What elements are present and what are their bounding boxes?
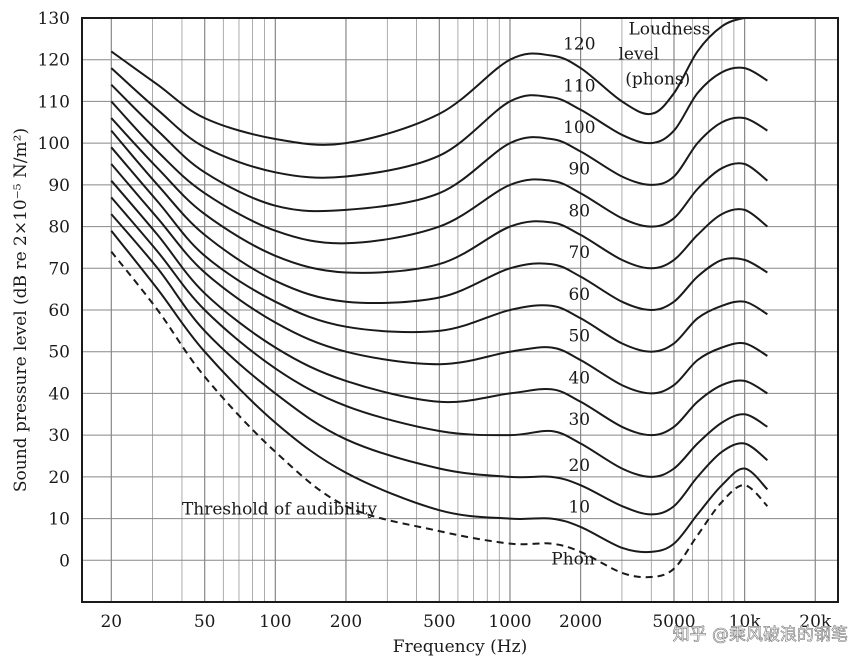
phon-curve-70 <box>110 129 768 312</box>
phon-curve-60 <box>110 146 768 353</box>
phon-curve-110 <box>110 66 768 179</box>
y-tick-label: 10 <box>48 510 70 530</box>
threshold-curve <box>110 250 769 579</box>
y-tick-label: 0 <box>59 551 70 571</box>
y-tick-label: 60 <box>48 301 70 321</box>
y-tick-label: 70 <box>48 259 70 279</box>
x-tick-label: 1000 <box>488 612 531 632</box>
curve-label-80: 80 <box>568 201 590 221</box>
annotation: (phons) <box>625 70 690 90</box>
y-tick-label: 80 <box>48 218 70 238</box>
y-tick-label: 50 <box>48 343 70 363</box>
phon-curve-10 <box>110 230 769 554</box>
annotations: Loudness level (phons) Threshold of audibil… <box>182 20 710 570</box>
y-tick-label: 90 <box>48 176 70 196</box>
phon-curve-20 <box>110 213 769 516</box>
phon-curve-40 <box>110 180 768 437</box>
annotation: Threshold of audibility <box>182 499 377 519</box>
phon-curve-90 <box>110 100 769 245</box>
curve-label-10: 10 <box>568 498 590 518</box>
curve-label-40: 40 <box>568 368 590 388</box>
y-tick-label: 120 <box>38 51 70 71</box>
x-tick-label: 50 <box>194 612 216 632</box>
y-tick-label: 130 <box>38 9 70 29</box>
curve-label-30: 30 <box>568 410 590 430</box>
phon-curve-30 <box>110 196 768 478</box>
x-tick-labels: 20 50 100 200 500 1000 2000 5000 10k 20k <box>100 612 831 632</box>
annotation: level <box>618 45 659 65</box>
phon-curve-100 <box>110 83 768 213</box>
phon-curve-80 <box>110 117 769 274</box>
phon-curve-120 <box>110 18 768 146</box>
curve-label-110: 110 <box>563 76 595 96</box>
curves-layer <box>110 18 769 579</box>
y-axis-title: Sound pressure level (dB re 2×10⁻⁵ N/m²) <box>11 128 31 492</box>
y-tick-label: 30 <box>48 426 70 446</box>
y-tick-label: 20 <box>48 468 70 488</box>
curve-label-90: 90 <box>568 160 590 180</box>
y-tick-labels: 0 10 20 30 40 50 60 70 80 90 100 110 120 130 <box>38 9 70 571</box>
curve-label-50: 50 <box>568 327 590 347</box>
curve-label-120: 120 <box>563 35 595 55</box>
x-axis-title: Frequency (Hz) <box>393 637 527 657</box>
phon-curve-50 <box>110 163 768 395</box>
x-tick-label: 100 <box>259 612 291 632</box>
curve-label-20: 20 <box>568 456 590 476</box>
y-tick-label: 100 <box>38 134 70 154</box>
x-tick-label: 10k <box>729 612 762 632</box>
watermark: 知乎 @乘风破浪的钢笔 <box>673 625 848 645</box>
x-tick-label: 5000 <box>652 612 695 632</box>
annotation: Phon <box>551 549 595 569</box>
annotation: Loudness <box>629 20 711 40</box>
y-tick-label: 40 <box>48 384 70 404</box>
x-tick-label: 2000 <box>559 612 602 632</box>
x-tick-label: 20 <box>100 612 122 632</box>
x-tick-label: 200 <box>330 612 362 632</box>
x-tick-label: 20k <box>799 612 832 632</box>
y-tick-label: 110 <box>38 92 70 112</box>
curve-label-70: 70 <box>568 243 590 263</box>
x-tick-label: 500 <box>423 612 455 632</box>
curve-label-100: 100 <box>563 118 595 138</box>
curve-labels: 10 20 30 40 50 60 70 80 90 100 110 120 <box>563 35 595 518</box>
curve-label-60: 60 <box>568 285 590 305</box>
plot-frame <box>81 17 839 603</box>
